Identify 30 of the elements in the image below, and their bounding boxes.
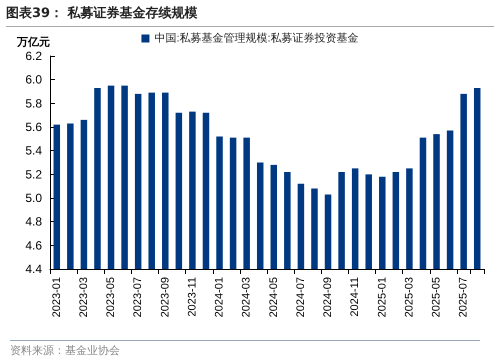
y-tick-label: 6.2 (25, 49, 42, 63)
x-tick-label: 2023-05 (105, 277, 118, 318)
x-tick-label: 2024-09 (322, 277, 334, 318)
y-tick-label: 5.4 (25, 144, 42, 158)
chart-title: 图表39： 私募证券基金存续规模 (6, 4, 494, 27)
x-tick-label: 2023-07 (132, 277, 144, 318)
y-tick-label: 5.2 (25, 167, 42, 182)
x-tick-label: 2025-07 (458, 277, 470, 318)
y-tick-label: 5.0 (25, 191, 42, 205)
x-tick-label: 2023-11 (186, 277, 198, 317)
x-tick-label: 2023-09 (159, 277, 172, 318)
y-axis-title: 万亿元 (16, 36, 50, 48)
x-tick-label: 2023-03 (78, 277, 90, 318)
x-tick-label: 2024-11 (349, 277, 362, 317)
y-tick-label: 6.0 (25, 72, 42, 87)
x-tick-label: 2023-01 (50, 277, 63, 318)
legend-label: 中国:私募基金管理规模:私募证券投资基金 (154, 32, 359, 44)
x-tick-label: 2025-05 (430, 277, 443, 318)
x-tick-label: 2024-05 (268, 277, 280, 318)
x-tick-label: 2024-03 (240, 277, 253, 318)
y-tick-label: 4.4 (25, 262, 42, 276)
y-tick-label: 4.6 (25, 238, 42, 252)
x-tick-label: 2025-03 (403, 277, 416, 318)
x-tick-label: 2025-01 (376, 277, 388, 318)
x-tick-label: 2024-07 (294, 277, 307, 318)
text: 资料来源：基金业协会 (10, 340, 480, 358)
y-tick-label: 5.8 (25, 96, 42, 110)
y-tick-label: 5.6 (25, 120, 42, 134)
y-tick-label: 4.8 (25, 214, 42, 229)
x-tick-label: 2024-01 (214, 277, 226, 318)
